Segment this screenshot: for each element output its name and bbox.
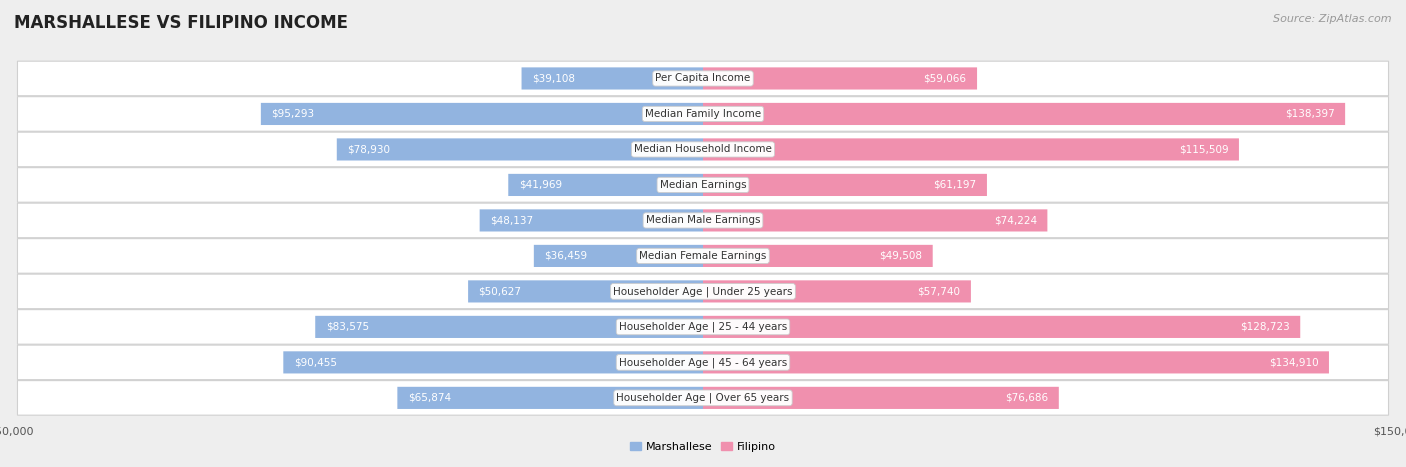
FancyBboxPatch shape [17, 345, 1389, 380]
FancyBboxPatch shape [283, 351, 703, 374]
Text: $78,930: $78,930 [347, 144, 391, 155]
FancyBboxPatch shape [17, 61, 1389, 96]
Text: Median Family Income: Median Family Income [645, 109, 761, 119]
FancyBboxPatch shape [262, 103, 703, 125]
FancyBboxPatch shape [337, 138, 703, 161]
Text: Source: ZipAtlas.com: Source: ZipAtlas.com [1274, 14, 1392, 24]
Text: MARSHALLESE VS FILIPINO INCOME: MARSHALLESE VS FILIPINO INCOME [14, 14, 349, 32]
Text: $61,197: $61,197 [934, 180, 977, 190]
FancyBboxPatch shape [703, 138, 1239, 161]
FancyBboxPatch shape [17, 381, 1389, 415]
Text: $57,740: $57,740 [918, 286, 960, 297]
FancyBboxPatch shape [703, 103, 1346, 125]
Text: $95,293: $95,293 [271, 109, 315, 119]
Text: Householder Age | 45 - 64 years: Householder Age | 45 - 64 years [619, 357, 787, 368]
FancyBboxPatch shape [703, 245, 932, 267]
Text: $59,066: $59,066 [924, 73, 966, 84]
Text: $128,723: $128,723 [1240, 322, 1289, 332]
Text: Householder Age | 25 - 44 years: Householder Age | 25 - 44 years [619, 322, 787, 332]
Text: Per Capita Income: Per Capita Income [655, 73, 751, 84]
Text: $83,575: $83,575 [326, 322, 368, 332]
Text: $90,455: $90,455 [294, 357, 337, 368]
FancyBboxPatch shape [17, 310, 1389, 344]
Text: $115,509: $115,509 [1178, 144, 1229, 155]
Text: $39,108: $39,108 [531, 73, 575, 84]
FancyBboxPatch shape [703, 209, 1047, 232]
FancyBboxPatch shape [17, 274, 1389, 309]
Text: Householder Age | Over 65 years: Householder Age | Over 65 years [616, 393, 790, 403]
Text: Householder Age | Under 25 years: Householder Age | Under 25 years [613, 286, 793, 297]
Text: $50,627: $50,627 [478, 286, 522, 297]
FancyBboxPatch shape [17, 132, 1389, 167]
Text: $74,224: $74,224 [994, 215, 1038, 226]
Legend: Marshallese, Filipino: Marshallese, Filipino [626, 437, 780, 456]
Text: Median Household Income: Median Household Income [634, 144, 772, 155]
Text: $49,508: $49,508 [879, 251, 922, 261]
FancyBboxPatch shape [703, 387, 1059, 409]
FancyBboxPatch shape [522, 67, 703, 90]
FancyBboxPatch shape [703, 67, 977, 90]
Text: $134,910: $134,910 [1268, 357, 1319, 368]
FancyBboxPatch shape [509, 174, 703, 196]
FancyBboxPatch shape [468, 280, 703, 303]
Text: $138,397: $138,397 [1285, 109, 1334, 119]
FancyBboxPatch shape [315, 316, 703, 338]
Text: Median Male Earnings: Median Male Earnings [645, 215, 761, 226]
FancyBboxPatch shape [703, 316, 1301, 338]
FancyBboxPatch shape [479, 209, 703, 232]
Text: $65,874: $65,874 [408, 393, 451, 403]
Text: Median Earnings: Median Earnings [659, 180, 747, 190]
Text: $48,137: $48,137 [491, 215, 533, 226]
FancyBboxPatch shape [703, 174, 987, 196]
FancyBboxPatch shape [17, 168, 1389, 202]
FancyBboxPatch shape [398, 387, 703, 409]
Text: Median Female Earnings: Median Female Earnings [640, 251, 766, 261]
FancyBboxPatch shape [703, 351, 1329, 374]
FancyBboxPatch shape [17, 203, 1389, 238]
FancyBboxPatch shape [17, 239, 1389, 273]
FancyBboxPatch shape [534, 245, 703, 267]
FancyBboxPatch shape [703, 280, 972, 303]
Text: $41,969: $41,969 [519, 180, 562, 190]
FancyBboxPatch shape [17, 97, 1389, 131]
Text: $76,686: $76,686 [1005, 393, 1049, 403]
Text: $36,459: $36,459 [544, 251, 588, 261]
